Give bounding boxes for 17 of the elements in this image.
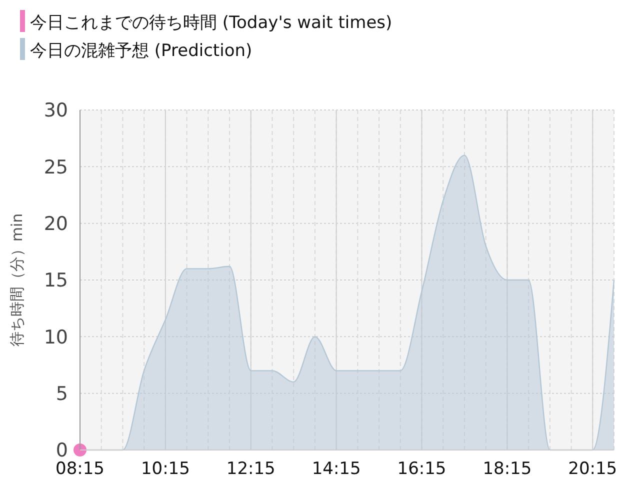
x-tick-label: 12:15 xyxy=(226,459,276,479)
y-tick-label: 30 xyxy=(44,100,68,122)
x-tick-label: 14:15 xyxy=(312,459,361,479)
x-tick-label: 18:15 xyxy=(482,459,532,479)
y-tick-label: 20 xyxy=(44,212,68,235)
y-tick-label: 10 xyxy=(44,326,68,348)
x-tick-label: 10:15 xyxy=(140,459,190,479)
y-tick-label: 25 xyxy=(44,156,68,178)
y-tick-label: 15 xyxy=(44,270,68,292)
y-tick-label: 5 xyxy=(56,382,68,405)
y-axis-title: 待ち時間（分）min xyxy=(8,213,26,347)
legend-label: 今日これまでの待ち時間 (Today's wait times) xyxy=(30,12,392,33)
x-tick-label: 20:15 xyxy=(568,459,618,479)
y-tick-label: 0 xyxy=(56,440,68,462)
legend-label: 今日の混雑予想 (Prediction) xyxy=(30,40,252,61)
x-tick-label: 08:15 xyxy=(56,459,104,479)
x-tick-label: 16:15 xyxy=(397,459,446,479)
